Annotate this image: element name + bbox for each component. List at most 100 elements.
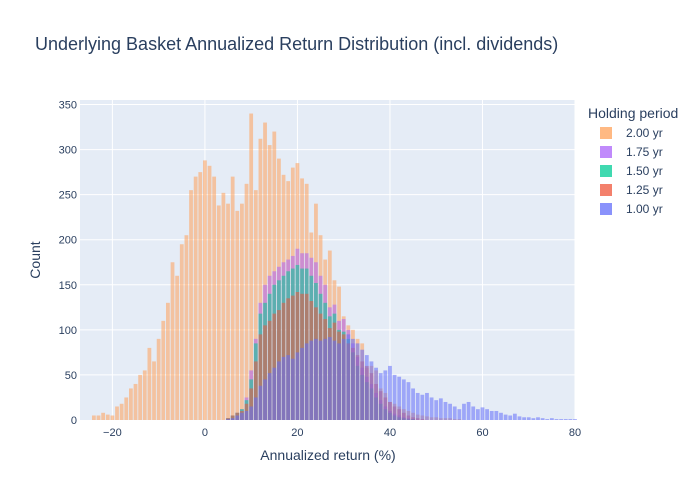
x-axis-title: Annualized return (%) [260, 447, 395, 463]
histogram-bar [364, 355, 369, 420]
histogram-bar [226, 418, 230, 420]
histogram-bar [494, 410, 499, 420]
x-tick-label: 40 [384, 427, 396, 439]
histogram-bar [508, 415, 513, 420]
legend-label: 1.25 yr [626, 183, 663, 197]
histogram-bar [193, 176, 198, 420]
histogram-bar [281, 356, 286, 420]
histogram-bar [411, 388, 415, 420]
histogram-bar [438, 398, 443, 420]
histogram-bar [249, 388, 254, 420]
histogram-bar [156, 338, 161, 420]
bars-layer [91, 113, 577, 421]
legend-item[interactable]: 2.00 yr [600, 126, 663, 140]
legend-item[interactable]: 1.00 yr [600, 202, 663, 216]
histogram-bar [559, 419, 564, 420]
histogram-bar [383, 370, 388, 420]
histogram-bar [110, 415, 115, 420]
histogram-bar [230, 176, 235, 420]
histogram-bar [272, 313, 277, 420]
histogram-bar [309, 340, 314, 420]
histogram-bar [522, 417, 527, 420]
legend-swatch [600, 146, 612, 158]
histogram-bar [170, 262, 175, 420]
legend: Holding period 2.00 yr 1.75 yr 1.50 yr 1.25… [588, 105, 678, 216]
histogram-bar [286, 355, 291, 420]
x-tick-label: 60 [476, 427, 488, 439]
histogram-bar [434, 400, 439, 420]
histogram-bar [512, 413, 517, 420]
histogram-bar [327, 337, 332, 420]
histogram-bar [337, 343, 341, 420]
histogram-bar [369, 361, 374, 420]
y-axis-ticks: 0 50 100 150 200 250 300 350 [59, 100, 77, 427]
histogram-bar [166, 302, 170, 420]
histogram-bar [304, 343, 309, 420]
histogram-bar [226, 203, 230, 420]
histogram-bar [503, 414, 508, 420]
histogram-bar [240, 412, 244, 420]
histogram-bar [128, 388, 133, 420]
y-tick-label: 250 [59, 190, 77, 202]
histogram-bar [244, 410, 249, 420]
series-1-00-yr [226, 334, 577, 420]
histogram-bar [392, 374, 397, 420]
histogram-bar [462, 403, 466, 420]
y-tick-label: 150 [59, 280, 77, 292]
histogram-bar [443, 401, 448, 420]
histogram-bar [235, 210, 240, 420]
histogram-bar [295, 352, 300, 420]
histogram-bar [253, 190, 258, 420]
histogram-bar [161, 320, 166, 420]
histogram-bar [142, 370, 147, 420]
histogram-bar [184, 235, 189, 420]
histogram-bar [263, 325, 267, 420]
chart-title: Underlying Basket Annualized Return Dist… [35, 34, 558, 54]
histogram-bar [147, 347, 152, 420]
histogram-bar [240, 203, 244, 420]
legend-item[interactable]: 1.75 yr [600, 145, 663, 159]
histogram-bar [388, 365, 392, 420]
histogram-bar [360, 349, 365, 420]
histogram-bar [189, 190, 193, 420]
histogram-bar [212, 176, 217, 420]
histogram-bar [221, 192, 226, 420]
legend-label: 1.50 yr [626, 164, 663, 178]
histogram-bar [263, 379, 267, 420]
x-tick-label: 0 [202, 427, 208, 439]
histogram-bar [323, 338, 328, 420]
legend-swatch [600, 203, 612, 215]
histogram-bar [267, 320, 272, 420]
x-tick-label: −20 [103, 427, 122, 439]
legend-item[interactable]: 1.50 yr [600, 164, 663, 178]
histogram-bar [226, 419, 230, 420]
histogram-bar [374, 367, 378, 420]
histogram-bar [119, 403, 124, 420]
histogram-bar [346, 334, 351, 420]
y-axis-title: Count [27, 241, 43, 278]
histogram-bar [480, 407, 485, 420]
y-tick-label: 350 [59, 100, 77, 112]
histogram-bar [115, 406, 119, 420]
legend-swatch [600, 165, 612, 177]
histogram-bar [499, 412, 503, 420]
histogram-bar [536, 417, 540, 420]
histogram-bar [258, 385, 263, 420]
histogram-bar [554, 419, 559, 420]
histogram-bar [318, 340, 323, 420]
histogram-bar [489, 410, 494, 420]
histogram-bar [101, 412, 106, 420]
histogram-bar [545, 419, 550, 420]
histogram-bar [105, 414, 110, 420]
histogram-bar [152, 361, 156, 420]
histogram-bar [124, 397, 129, 420]
y-tick-label: 50 [65, 370, 77, 382]
legend-swatch [600, 184, 612, 196]
y-tick-label: 0 [71, 415, 77, 427]
histogram-bar [351, 338, 355, 420]
histogram-bar [272, 367, 277, 420]
legend-item[interactable]: 1.25 yr [600, 183, 663, 197]
histogram-bar [429, 397, 434, 420]
histogram-bar [485, 409, 489, 420]
histogram-bar [563, 419, 568, 420]
